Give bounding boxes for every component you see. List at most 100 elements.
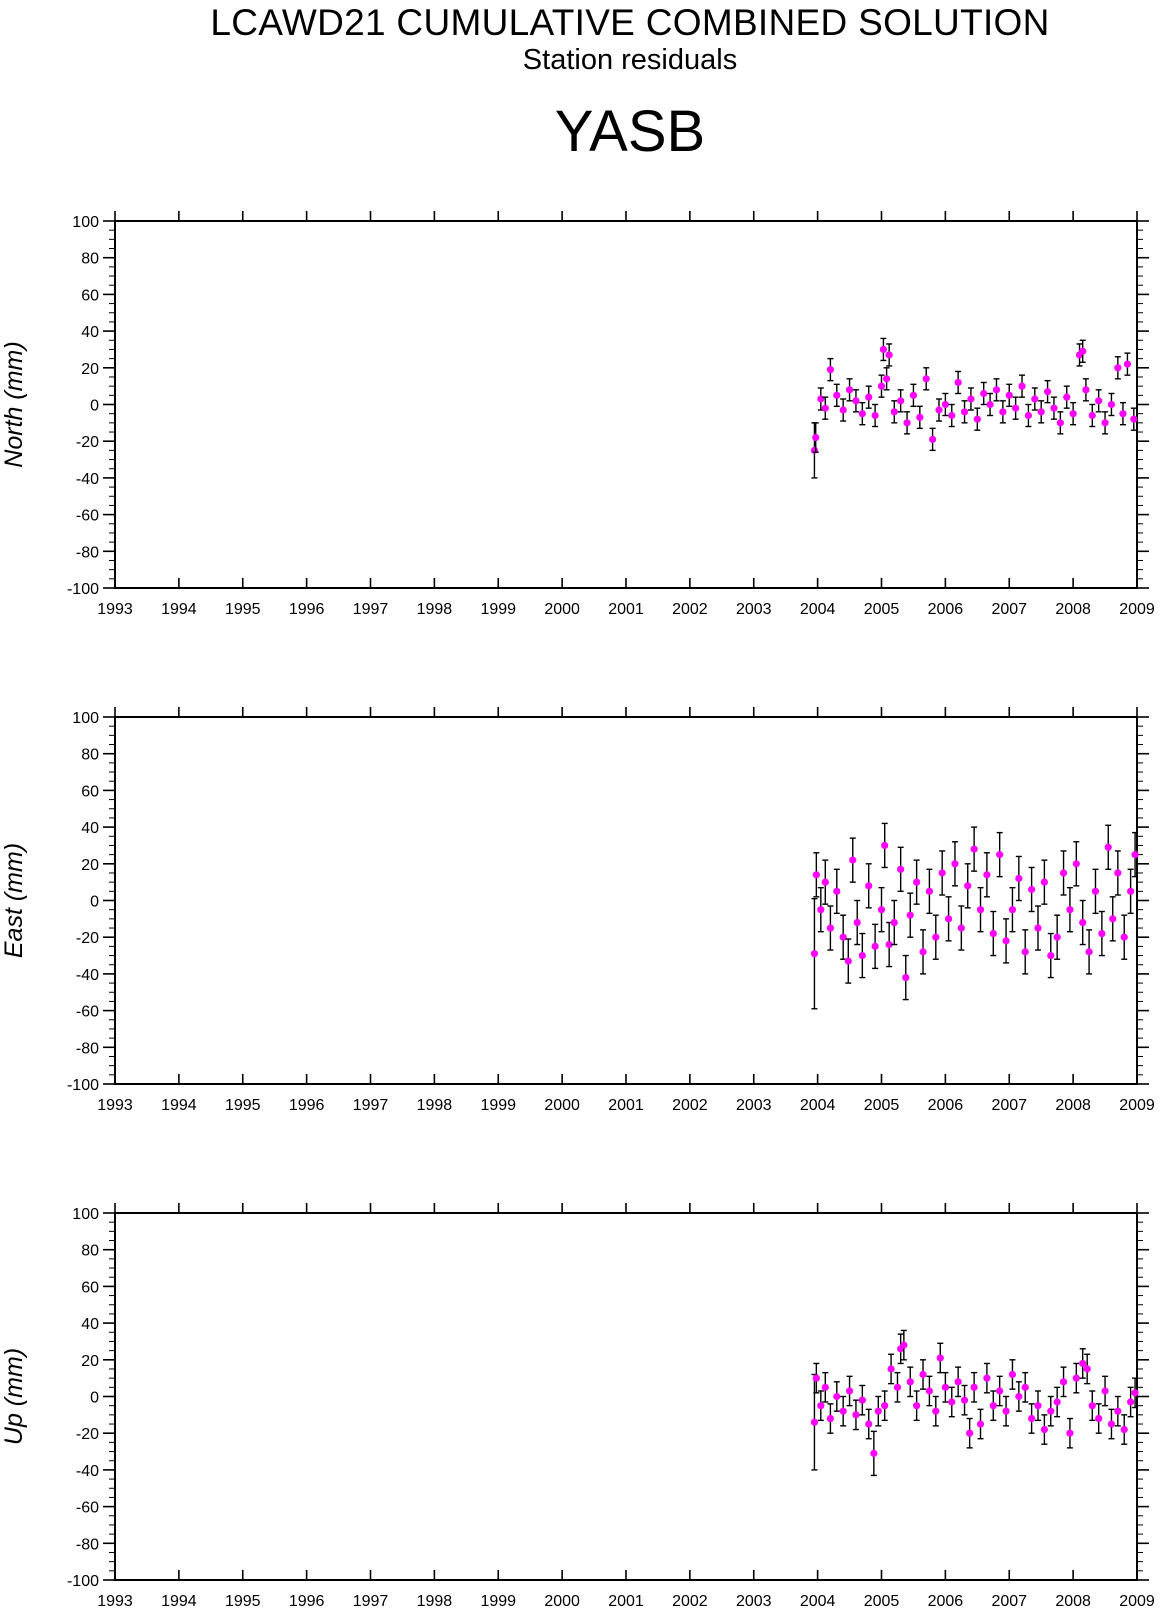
x-tick-label: 2001 xyxy=(608,1593,644,1610)
data-point xyxy=(941,1383,949,1391)
data-point xyxy=(919,1370,927,1379)
y-tick-label: -100 xyxy=(67,1573,99,1590)
data-point xyxy=(833,1392,841,1401)
x-tick-label: 2001 xyxy=(608,1097,644,1114)
data-point xyxy=(913,1402,921,1410)
data-point xyxy=(858,951,866,960)
chart-subtitle: Station residuals xyxy=(522,44,738,76)
data-point xyxy=(812,433,820,442)
data-point xyxy=(849,856,857,864)
x-tick-label: 1997 xyxy=(353,1097,389,1114)
x-tick-label: 2002 xyxy=(672,1097,708,1114)
y-tick-label: -80 xyxy=(76,1536,99,1553)
x-tick-label: 1996 xyxy=(289,1097,325,1114)
x-tick-label: 1995 xyxy=(225,1593,261,1610)
data-point xyxy=(826,366,835,374)
data-point xyxy=(1066,1429,1074,1437)
data-point xyxy=(989,929,997,938)
x-tick-label: 2009 xyxy=(1119,1593,1155,1610)
y-axis-label: Up (mm) xyxy=(0,1348,28,1445)
data-point xyxy=(883,375,891,383)
plot-frame xyxy=(114,1212,1138,1581)
data-point xyxy=(885,940,893,949)
x-tick-label: 2008 xyxy=(1055,1593,1091,1610)
x-tick-label: 2006 xyxy=(928,601,964,618)
data-point xyxy=(936,1354,944,1362)
data-point xyxy=(989,1402,997,1410)
data-point xyxy=(1028,885,1036,894)
x-tick-label: 2000 xyxy=(544,1097,580,1114)
data-point xyxy=(1050,404,1058,412)
data-point xyxy=(1053,933,1061,941)
data-point xyxy=(1072,860,1080,868)
x-tick-label: 2007 xyxy=(991,1097,1027,1114)
y-tick-label: 60 xyxy=(81,1279,99,1296)
data-point xyxy=(1095,397,1103,405)
data-point xyxy=(1053,1398,1061,1406)
data-point xyxy=(839,933,847,941)
y-tick-label: 100 xyxy=(72,710,99,727)
data-point xyxy=(916,413,924,421)
x-tick-label: 2003 xyxy=(736,601,772,618)
data-point xyxy=(810,950,819,958)
x-tick-label: 2009 xyxy=(1119,1097,1155,1114)
data-point xyxy=(970,1383,978,1391)
data-point xyxy=(973,415,981,423)
data-point xyxy=(1002,1407,1010,1415)
data-point xyxy=(1114,1407,1122,1415)
y-tick-label: 80 xyxy=(81,1243,99,1260)
y-tick-label: -20 xyxy=(76,930,99,947)
data-point xyxy=(900,1341,908,1349)
data-point xyxy=(1015,874,1023,883)
x-tick-label: 2007 xyxy=(991,1593,1027,1610)
data-point xyxy=(870,1449,878,1457)
data-point xyxy=(1079,347,1087,355)
data-point xyxy=(1131,1389,1139,1397)
data-point xyxy=(1082,386,1090,394)
y-tick-label: -100 xyxy=(67,581,99,598)
data-point xyxy=(1008,1370,1017,1379)
x-tick-label: 2007 xyxy=(991,601,1027,618)
data-point xyxy=(1008,906,1017,914)
data-point xyxy=(935,406,943,414)
panel-0: 1993 1994 1995 1996 1997 1998 1999 2000 2001 2002… xyxy=(0,211,1155,618)
data-point xyxy=(1069,410,1077,418)
y-tick-label: 20 xyxy=(81,857,99,874)
data-point xyxy=(833,391,841,399)
y-tick-label: -60 xyxy=(76,508,99,525)
data-point xyxy=(1083,1365,1091,1373)
y-tick-label: -100 xyxy=(67,1077,99,1094)
data-point xyxy=(887,1365,895,1373)
data-point xyxy=(1063,393,1071,401)
data-point xyxy=(865,393,873,401)
y-tick-label: 0 xyxy=(90,398,99,415)
data-point xyxy=(909,391,918,399)
data-point xyxy=(951,860,959,868)
data-point xyxy=(1079,1359,1087,1368)
data-point xyxy=(1021,948,1029,956)
data-point xyxy=(996,1387,1004,1395)
plot-frame xyxy=(114,716,1138,1085)
data-point xyxy=(1130,415,1138,423)
data-point xyxy=(817,906,825,914)
x-tick-label: 2004 xyxy=(800,601,836,618)
y-axis-label: North (mm) xyxy=(0,341,28,467)
data-point xyxy=(1043,388,1052,396)
y-tick-label: -40 xyxy=(76,967,99,984)
data-point xyxy=(881,1402,889,1410)
data-point xyxy=(871,411,879,420)
y-tick-label: 100 xyxy=(72,1206,99,1223)
data-point xyxy=(1088,1402,1096,1410)
data-point xyxy=(890,408,898,416)
data-point xyxy=(1114,364,1122,372)
x-tick-label: 2000 xyxy=(544,1593,580,1610)
y-tick-label: 0 xyxy=(90,894,99,911)
data-point xyxy=(845,386,854,394)
data-point xyxy=(1018,382,1026,390)
data-point xyxy=(1119,410,1127,418)
data-point xyxy=(821,404,829,412)
data-point xyxy=(1059,1378,1068,1386)
data-point xyxy=(1040,878,1048,886)
x-tick-label: 1998 xyxy=(417,1097,453,1114)
y-tick-label: 60 xyxy=(81,783,99,800)
